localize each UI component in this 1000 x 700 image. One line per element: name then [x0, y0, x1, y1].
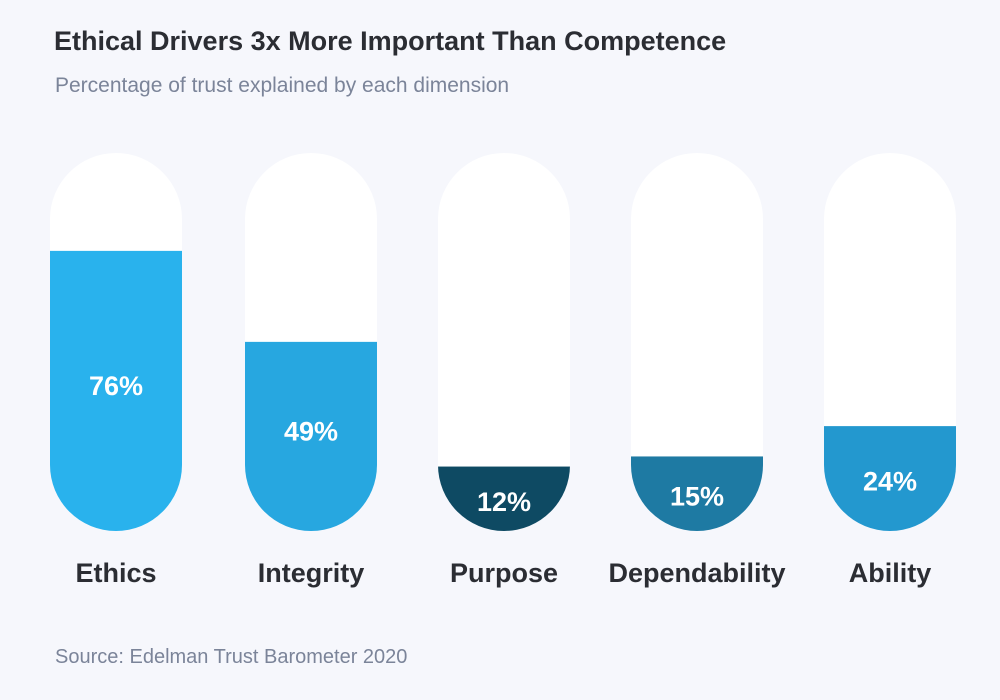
category-label: Ability [849, 558, 932, 588]
value-label: 24% [863, 467, 917, 497]
bar-group-purpose: 12% Purpose [438, 153, 570, 588]
bar-group-ability: 24% Ability [824, 153, 956, 588]
category-label: Ethics [75, 558, 156, 588]
category-label: Purpose [450, 558, 558, 588]
bar-group-ethics: 76% Ethics [50, 153, 182, 588]
value-label: 76% [89, 371, 143, 401]
value-label: 49% [284, 416, 338, 446]
bar-track [631, 153, 763, 531]
bar-track [438, 153, 570, 531]
chart-title: Ethical Drivers 3x More Important Than C… [54, 26, 727, 56]
bar-group-dependability: 15% Dependability [608, 153, 786, 588]
category-label: Integrity [258, 558, 365, 588]
bar-fill [824, 426, 956, 531]
value-label: 12% [477, 487, 531, 517]
bar-fill [50, 250, 182, 531]
category-label: Dependability [608, 558, 785, 588]
source-note: Source: Edelman Trust Barometer 2020 [55, 646, 408, 668]
bar-group-integrity: 49% Integrity [245, 153, 377, 588]
value-label: 15% [670, 482, 724, 512]
chart-subtitle: Percentage of trust explained by each di… [55, 74, 510, 97]
bar-fill [245, 341, 377, 531]
